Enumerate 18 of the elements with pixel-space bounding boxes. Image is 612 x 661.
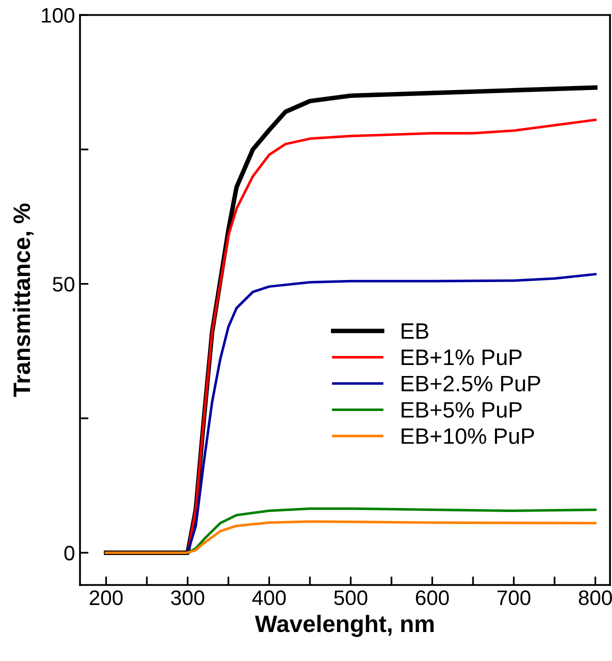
x-tick-label: 500 — [334, 590, 368, 606]
legend-label: EB+10% PuP — [402, 428, 534, 444]
legend-label: EB — [402, 323, 428, 339]
x-tick-label: 600 — [416, 590, 449, 606]
x-tick-label: 800 — [578, 590, 612, 606]
x-axis-title: Wavelenght, nm — [254, 614, 434, 637]
y-tick-label: 50 — [52, 276, 74, 292]
line-series — [104, 520, 597, 554]
y-tick-label: 0 — [64, 546, 74, 560]
legend-label: EB+5% PuP — [402, 402, 522, 418]
x-tick-label: 400 — [252, 590, 286, 606]
x-tick-label: 200 — [90, 590, 123, 606]
y-tick-label: 100 — [42, 8, 74, 23]
x-tick-label: 700 — [497, 590, 530, 606]
legend-label: EB+1% PuP — [402, 350, 522, 366]
x-tick-label: 300 — [171, 590, 204, 606]
y-axis-title: Transmittance, % — [12, 204, 34, 397]
legend-label: EB+2.5% PuP — [402, 376, 540, 392]
